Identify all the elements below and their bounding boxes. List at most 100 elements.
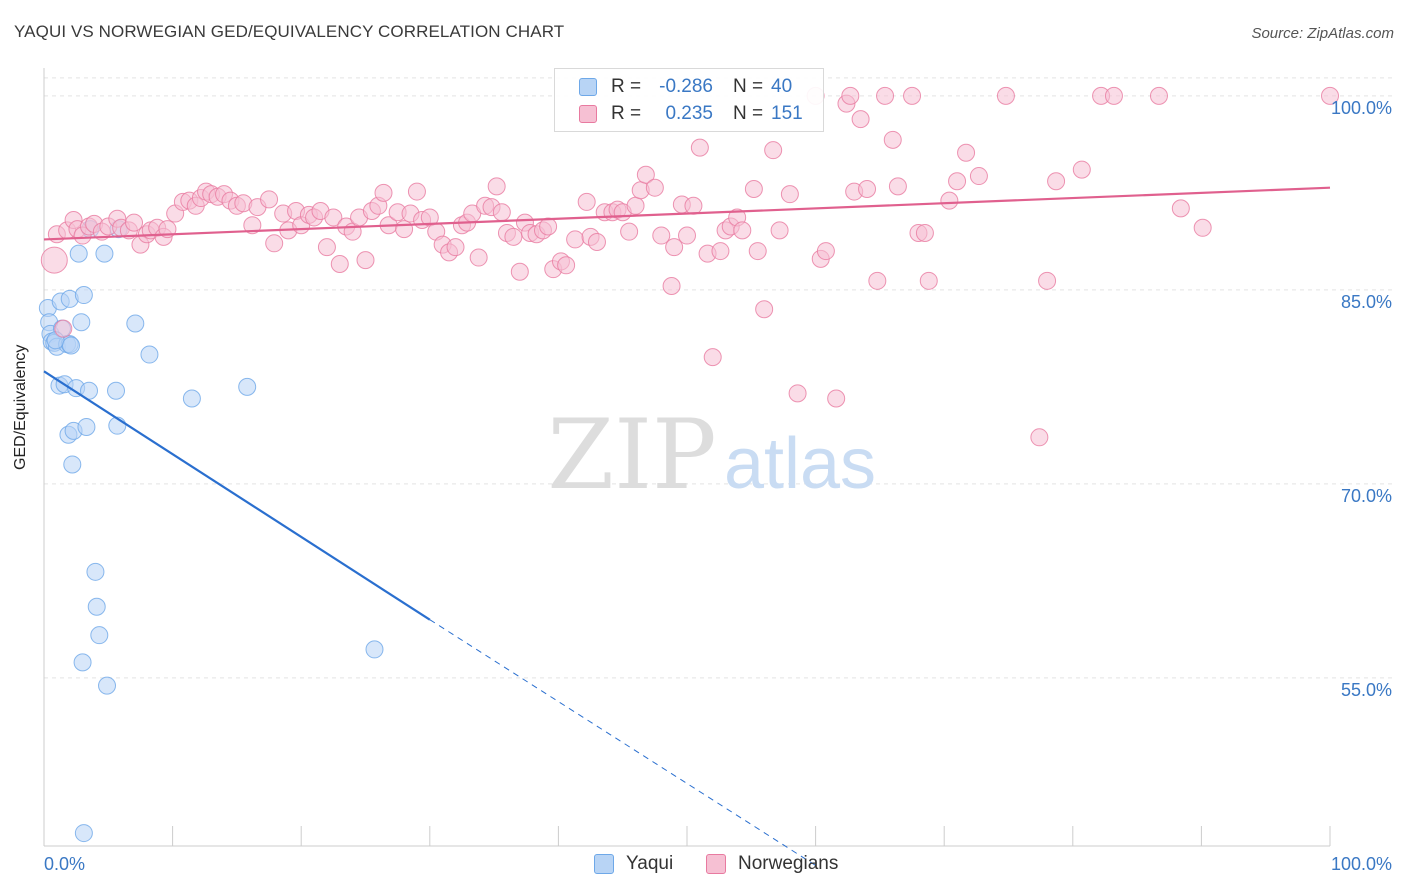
norwegian-point — [243, 216, 262, 235]
norwegian-point — [487, 177, 506, 196]
norwegian-point — [626, 196, 645, 215]
series-label-norwegians: Norwegians — [738, 853, 839, 874]
norwegian-trend-line — [43, 186, 1331, 241]
norwegian-point — [690, 138, 709, 157]
norwegian-point — [764, 141, 783, 160]
legend-n-value: 40 — [771, 76, 793, 97]
norwegian-point — [665, 238, 684, 257]
legend-r-label: R = — [611, 103, 642, 124]
chart-title: YAQUI VS NORWEGIAN GED/EQUIVALENCY CORRE… — [14, 22, 565, 41]
yaqui-trend-extension — [429, 619, 816, 866]
norwegian-point — [948, 172, 967, 191]
yaqui-point — [69, 244, 88, 263]
norwegian-point — [1038, 271, 1057, 290]
norwegian-point — [903, 86, 922, 105]
legend-n-value: 151 — [771, 103, 803, 124]
tick-labels: 55.0% 70.0% 85.0% 100.0% 0.0% 100.0% — [44, 98, 1392, 874]
norwegian-point — [755, 300, 774, 319]
yaqui-point — [74, 824, 93, 843]
x-tick-label-left: 0.0% — [44, 854, 85, 874]
norwegian-point — [1149, 86, 1168, 105]
legend-n-label: N = — [733, 76, 764, 97]
norwegian-point — [330, 255, 349, 273]
norwegian-point — [744, 179, 763, 198]
norwegian-point — [1072, 160, 1091, 179]
norwegian-point — [510, 262, 529, 281]
legend-n-label: N = — [733, 103, 764, 124]
yaqui-point — [86, 562, 105, 581]
yaqui-trend-line — [43, 370, 431, 621]
data-points — [38, 86, 1339, 843]
norwegian-point — [816, 242, 835, 261]
chart-source: Source: ZipAtlas.com — [1251, 25, 1394, 42]
series-label-yaqui: Yaqui — [626, 853, 674, 874]
norwegian-point — [577, 192, 596, 211]
correlation-legend: R = -0.286 N = 40 R = 0.235 N = 151 — [554, 68, 824, 132]
norwegian-point — [858, 179, 877, 198]
norwegian-point — [957, 143, 976, 162]
yaqui-point — [238, 377, 257, 396]
yaqui-point — [98, 676, 117, 695]
norwegian-point — [260, 190, 279, 209]
norwegian-point — [1193, 218, 1212, 237]
watermark-zip: ZIP — [547, 399, 716, 511]
norwegian-point — [469, 248, 488, 267]
yaqui-point — [62, 336, 81, 355]
axes — [43, 68, 1331, 847]
watermark: ZIP atlas — [547, 399, 876, 511]
norwegian-point — [711, 242, 730, 261]
gridlines — [44, 77, 1392, 679]
yaqui-point — [72, 313, 91, 332]
norwegian-point — [684, 196, 703, 215]
norwegian-point — [566, 230, 585, 249]
legend-row-yaqui: R = -0.286 N = 40 — [555, 74, 823, 100]
norwegian-point — [407, 182, 426, 201]
norwegian-point — [748, 242, 767, 261]
norwegian-point — [703, 348, 722, 367]
yaqui-point — [95, 244, 114, 263]
norwegian-point — [780, 185, 799, 204]
norwegian-point — [919, 271, 938, 290]
norwegian-point — [770, 221, 789, 240]
norwegian-point — [733, 221, 752, 240]
norwegian-point — [636, 165, 655, 184]
norwegian-point — [868, 271, 887, 290]
norwegian-point — [587, 233, 606, 252]
norwegian-point — [557, 256, 576, 275]
yaqui-point — [107, 381, 126, 400]
norwegian-point — [492, 203, 511, 222]
yaqui-point — [74, 286, 93, 305]
norwegian-point — [317, 238, 336, 257]
norwegian-point — [996, 86, 1015, 105]
legend-swatch-norwegians — [579, 105, 597, 123]
norwegian-point — [827, 389, 846, 408]
norwegian-point — [125, 213, 144, 232]
norwegian-point — [969, 167, 988, 186]
legend-swatch-yaqui — [579, 78, 597, 96]
yaqui-point — [73, 653, 92, 672]
y-tick-label: 100.0% — [1331, 98, 1392, 118]
norwegian-point — [54, 319, 73, 338]
norwegian-point — [1171, 199, 1190, 218]
norwegian-point — [888, 177, 907, 196]
norwegian-point — [40, 246, 68, 274]
y-tick-label: 85.0% — [1341, 292, 1392, 312]
norwegian-point — [504, 227, 523, 246]
norwegian-point — [395, 220, 414, 239]
norwegian-point — [883, 130, 902, 149]
yaqui-point — [140, 345, 159, 364]
series-swatch-norwegians — [706, 854, 726, 874]
yaqui-point — [365, 640, 384, 659]
norwegian-point — [841, 86, 860, 105]
norwegian-point — [1104, 86, 1123, 105]
norwegian-point — [662, 276, 681, 295]
yaqui-point — [90, 626, 109, 645]
norwegian-point — [678, 226, 696, 245]
norwegian-point — [645, 178, 664, 197]
norwegian-point — [915, 223, 934, 242]
y-tick-label: 70.0% — [1341, 486, 1392, 506]
norwegian-point — [620, 222, 639, 241]
norwegian-point — [1030, 428, 1049, 447]
trend-lines — [43, 186, 1331, 866]
